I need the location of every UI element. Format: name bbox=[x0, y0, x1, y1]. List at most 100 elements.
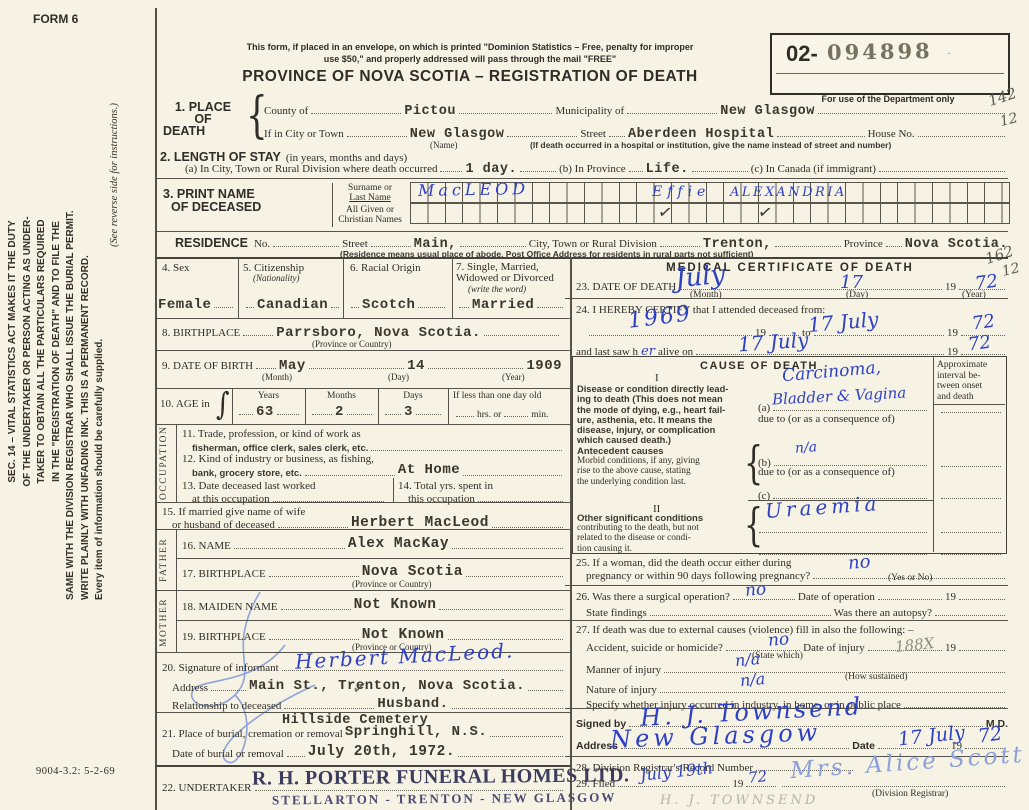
antecedent-label: Antecedent causes bbox=[577, 446, 664, 457]
relationship-label: Relationship to deceased bbox=[172, 700, 282, 712]
birthplace-label: 8. BIRTHPLACE bbox=[162, 327, 241, 339]
dob-year: 1909 bbox=[526, 358, 562, 374]
serial-number-stamp: 094898 bbox=[826, 38, 933, 65]
cell-divider bbox=[452, 257, 453, 318]
disease-label: Disease or condition directly lead- ing … bbox=[577, 384, 729, 446]
city-label: If in City or Town bbox=[264, 128, 344, 140]
house-no-label: House No. bbox=[867, 128, 915, 140]
relationship-value: Husband. bbox=[377, 696, 449, 712]
undertaker-stamp-towns: STELLARTON - TRENTON - NEW GLASGOW bbox=[271, 789, 617, 808]
age-min-label: min. bbox=[531, 410, 549, 420]
operation-date-label: Date of operation bbox=[797, 591, 875, 603]
cause-a-line: (a) bbox=[758, 400, 930, 414]
trade-label-2: fisherman, office clerk, sales clerk, et… bbox=[192, 443, 369, 454]
marital-value: Married bbox=[472, 297, 535, 313]
father-birthplace-note: (Province or Country) bbox=[352, 579, 432, 589]
operation-label: 26. Was there a surgical operation? bbox=[576, 591, 730, 603]
cause-roman-2: II bbox=[653, 503, 661, 515]
dod-pre19: 19 bbox=[945, 281, 956, 293]
stay-a-label: (a) In City, Town or Rural Division wher… bbox=[185, 163, 438, 175]
marital-label-2: Widowed or Divorced bbox=[456, 272, 554, 284]
record-number-label: 28. Division Registrar's Record Number bbox=[576, 762, 754, 774]
print-name-label-2: OF DECEASED bbox=[171, 200, 262, 214]
residence-province-label: Province bbox=[843, 238, 883, 250]
margin-divider-line bbox=[155, 8, 157, 810]
medical-certificate-title: MEDICAL CERTIFICATE OF DEATH bbox=[666, 262, 914, 274]
rule bbox=[565, 708, 1008, 709]
dob-year-note: (Year) bbox=[502, 372, 525, 382]
age-label: 10. AGE in bbox=[160, 398, 210, 410]
due-to-2: due to (or as a consequence of) bbox=[758, 466, 895, 478]
stay-a-value: 1 day. bbox=[465, 162, 518, 177]
dob-month: May bbox=[279, 358, 306, 374]
interval-dots-1 bbox=[938, 402, 1004, 413]
pregnancy-label-1: 25. If a woman, did the death occur eith… bbox=[576, 557, 792, 569]
last-saw-label-2: alive on bbox=[657, 346, 694, 358]
age-months: 2 bbox=[335, 404, 344, 420]
injury-pre19: 19 bbox=[945, 642, 957, 654]
physician-address-label: Address bbox=[576, 740, 619, 752]
margin-line: SAME WITH THE DIVISION REGISTRAR WHO SHA… bbox=[65, 210, 76, 600]
industry-line: bank, grocery store, etc. At Home bbox=[192, 462, 565, 481]
father-name-value: Alex MacKay bbox=[347, 536, 450, 552]
accident-line: Accident, suicide or homicide? Date of i… bbox=[586, 640, 1008, 654]
street-value: Aberdeen Hospital bbox=[628, 127, 775, 142]
informant-address-line: Address Main St., Trenton, Nova Scotia. bbox=[172, 678, 566, 696]
accident-value-handwriting: no bbox=[767, 629, 791, 651]
column-divider bbox=[570, 257, 572, 810]
external-causes-label: 27. If death was due to external causes … bbox=[576, 624, 914, 636]
father-name-label: 16. NAME bbox=[182, 540, 231, 552]
marital-label: 7. Single, Married, Widowed or Divorced bbox=[456, 262, 554, 284]
burial-place-value: Springhill, N.S. bbox=[344, 724, 488, 740]
spouse-value: Herbert MacLeod bbox=[350, 515, 489, 531]
dob-day-note: (Day) bbox=[388, 372, 409, 382]
age-less-label: If less than one day old bbox=[453, 391, 542, 401]
nature-value-handwriting: n/a bbox=[739, 668, 767, 691]
date-of-death-line: 23. DATE OF DEATH 19 bbox=[576, 279, 1008, 293]
undertaker-label: 22. UNDERTAKER bbox=[162, 782, 252, 794]
serial-prefix: 02- bbox=[786, 41, 818, 66]
other-dots-1 bbox=[756, 522, 930, 533]
margin-instructions: SEC. 14 – VITAL STATISTICS ACT MAKES IT … bbox=[6, 103, 152, 600]
surname-grid bbox=[410, 182, 1010, 203]
name-label-divider bbox=[332, 183, 333, 227]
stay-c-label: (c) In Canada (if immigrant) bbox=[750, 163, 876, 175]
how-sustained-note: (How sustained) bbox=[845, 672, 908, 682]
rule bbox=[565, 585, 1008, 586]
attended-to-year-handwriting: 72 bbox=[970, 310, 997, 335]
dod-month-handwriting: July bbox=[673, 259, 727, 295]
print-name-label-1: 3. PRINT NAME bbox=[163, 187, 255, 201]
other-dots-2 bbox=[756, 544, 930, 555]
marital-value-line: Married bbox=[456, 297, 566, 313]
signed-pre19: 19 bbox=[951, 740, 962, 752]
margin-line: TAKER TO OBTAIN ALL THE PARTICULARS REQU… bbox=[36, 219, 47, 484]
certify-line: 24. I HEREBY CERTIFY that I attended dec… bbox=[576, 304, 826, 316]
margin-line: Every item of information should be care… bbox=[94, 338, 105, 600]
signed-by-line: Signed by M.D. bbox=[576, 716, 1008, 730]
age-years-line: 63 bbox=[236, 404, 302, 420]
residence-city-label: City, Town or Rural Division bbox=[528, 238, 657, 250]
age-months-line: 2 bbox=[309, 404, 375, 420]
rule bbox=[565, 298, 1008, 299]
residence-note: (Residence means usual place of abode. P… bbox=[340, 249, 754, 259]
nature-label: Nature of injury bbox=[586, 684, 657, 696]
father-birthplace-value: Nova Scotia bbox=[361, 564, 463, 580]
group-divider bbox=[176, 424, 177, 502]
manner-value-handwriting: n/a bbox=[734, 648, 762, 671]
cell-divider bbox=[393, 478, 394, 502]
burial-date-line: Date of burial or removal July 20th, 197… bbox=[172, 744, 566, 762]
serial-box-divider bbox=[776, 73, 1004, 74]
residence-label: RESIDENCE bbox=[175, 236, 248, 250]
cause-b-label: (b) bbox=[758, 457, 771, 469]
findings-label: State findings bbox=[586, 607, 647, 619]
md-label: M.D. bbox=[985, 718, 1008, 730]
department-note: For use of the Department only bbox=[821, 94, 955, 104]
age-brace: ∫ bbox=[216, 387, 230, 423]
rule bbox=[155, 178, 1008, 179]
rule bbox=[155, 231, 1008, 232]
spouse-line: or husband of deceased Herbert MacLeod bbox=[172, 515, 566, 533]
physician-address-line: Address Date 19 bbox=[576, 738, 1008, 752]
last-saw-label-1: and last saw h bbox=[576, 346, 639, 358]
last-saw-hw-suffix: er bbox=[641, 344, 655, 359]
